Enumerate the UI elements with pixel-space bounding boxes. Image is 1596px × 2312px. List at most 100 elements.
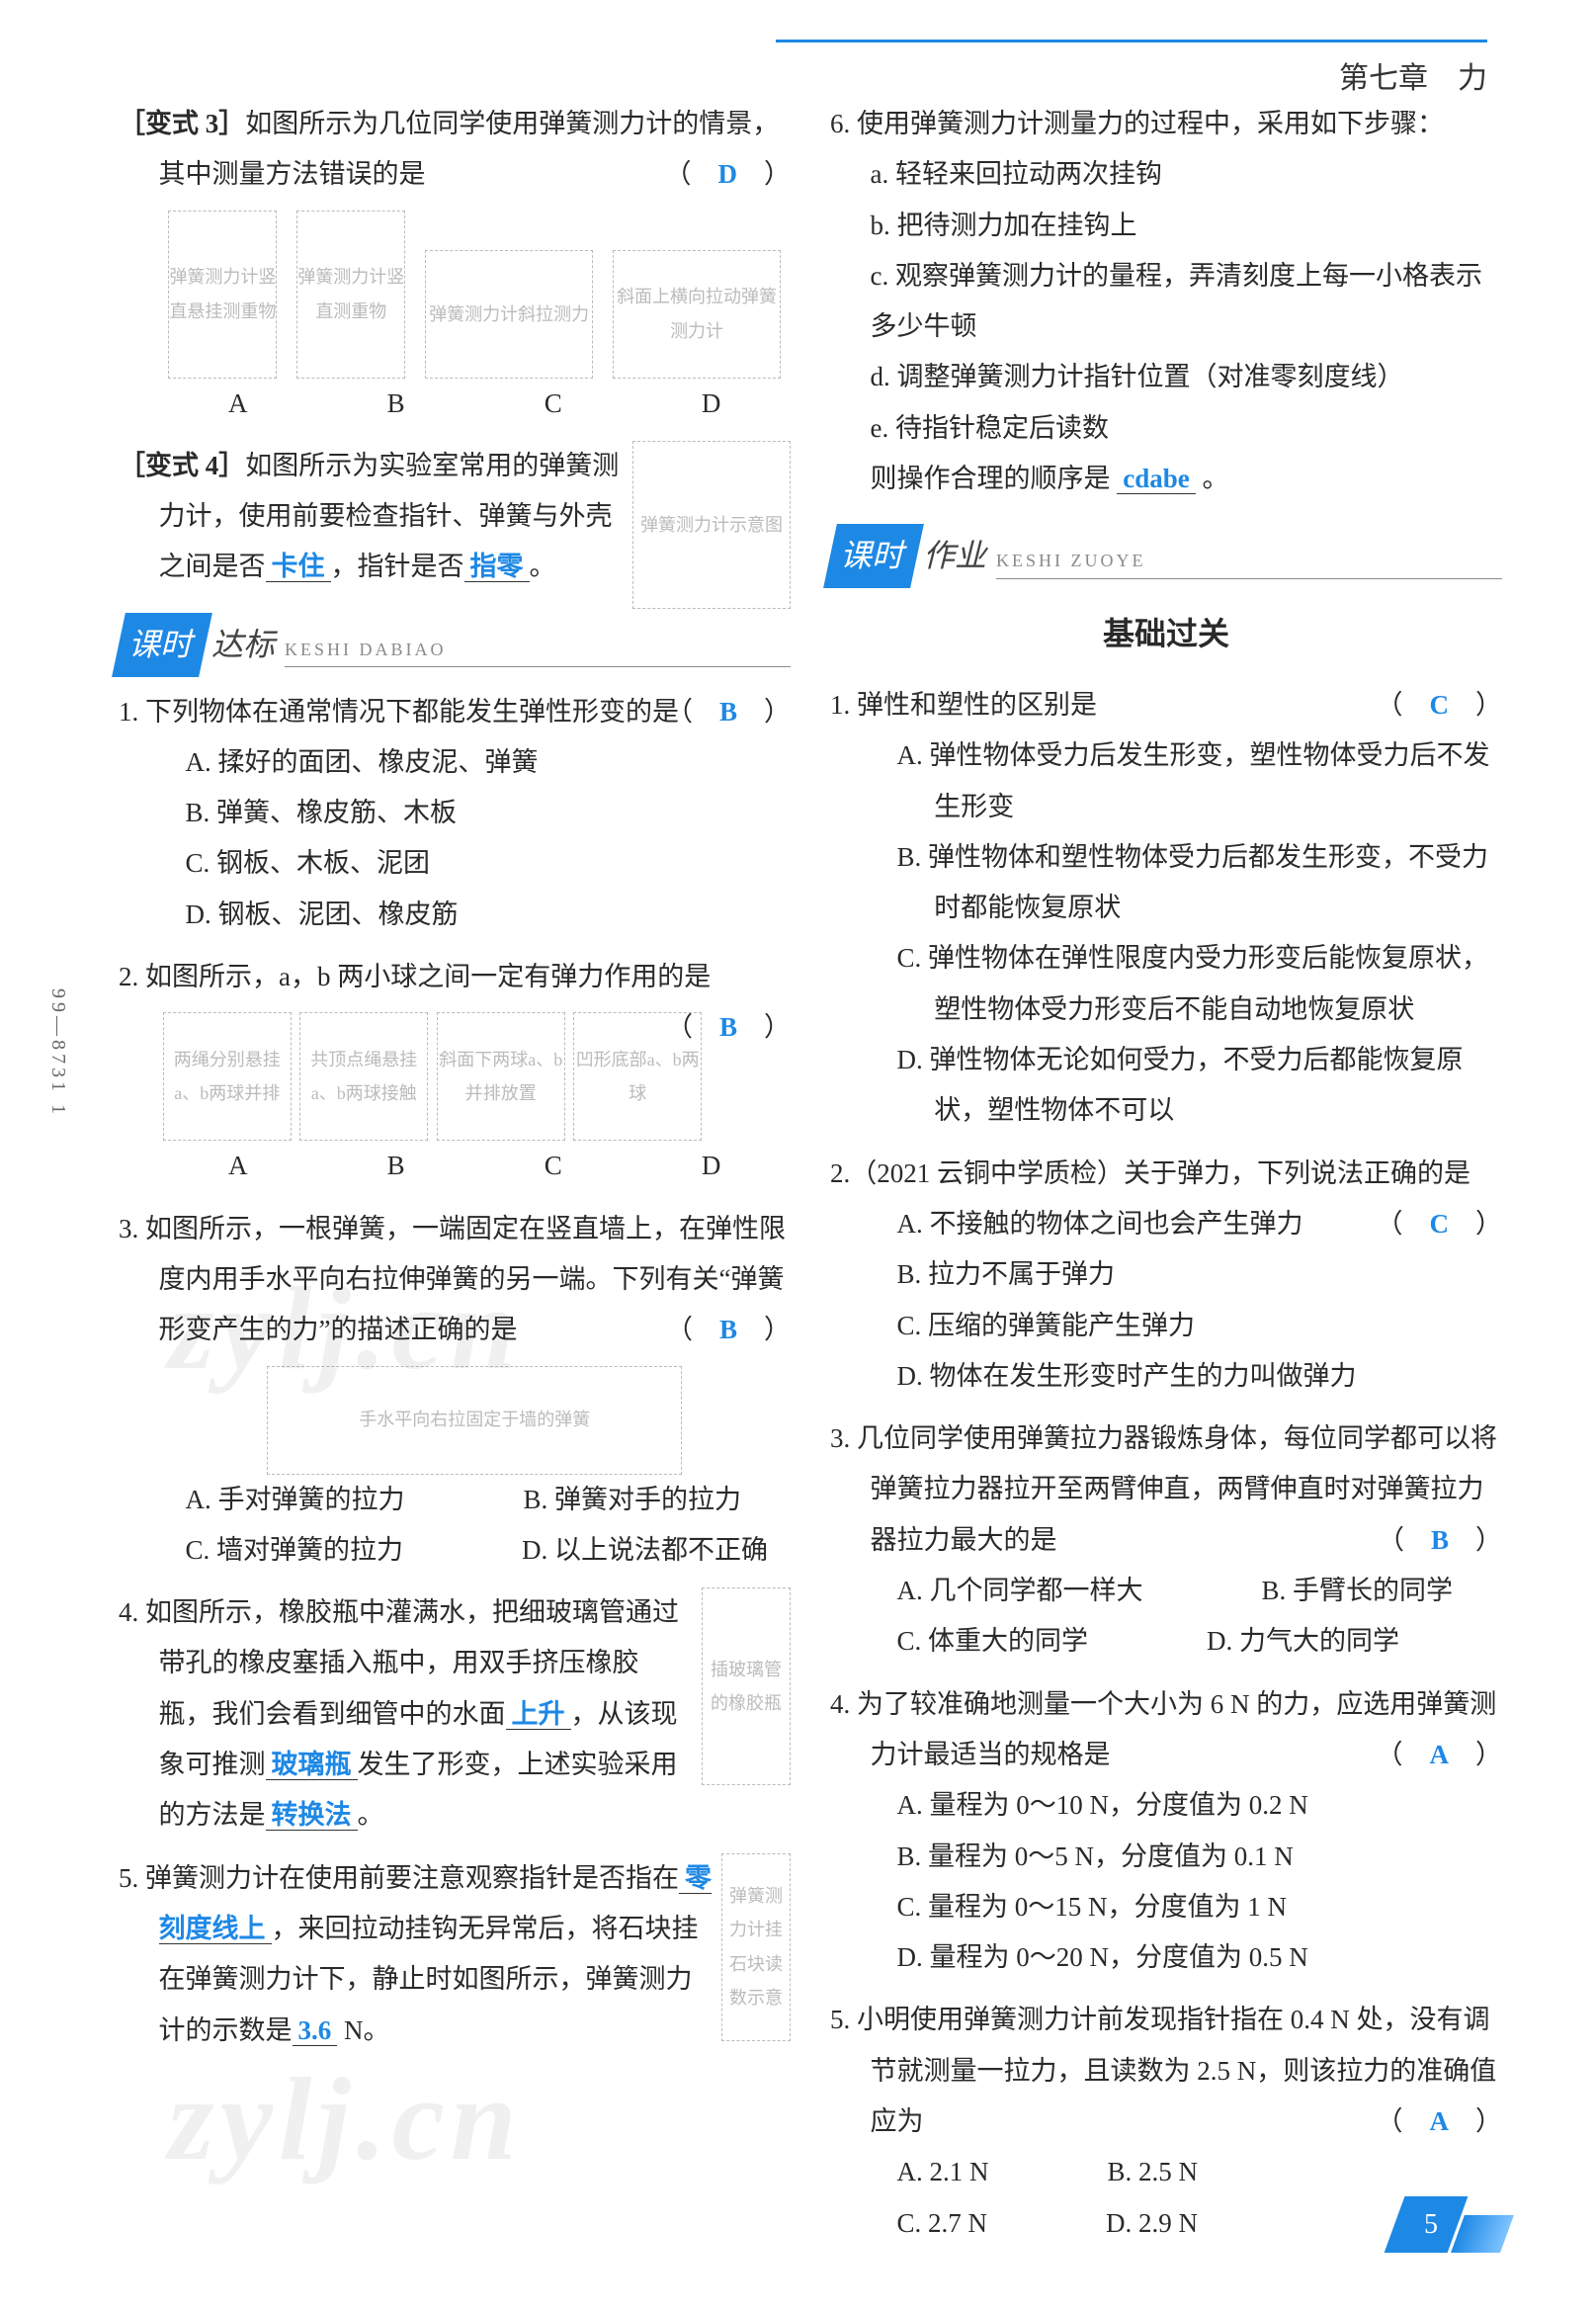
option-d: D. 量程为 0～20 N，分度值为 0.5 N bbox=[830, 1932, 1502, 1983]
step-d: d. 调整弹簧测力计指针位置（对准零刻度线） bbox=[830, 352, 1502, 402]
figure: 手水平向右拉固定于墙的弹簧 bbox=[267, 1366, 682, 1475]
q-text: 2. 如图所示，a，b 两小球之间一定有弹力作用的是 bbox=[119, 962, 711, 991]
banner-tag: 课时 bbox=[823, 524, 924, 588]
variant-4: 弹簧测力计示意图 ［变式 4］如图所示为实验室常用的弹簧测力计，使用前要检查指针… bbox=[119, 441, 791, 593]
figure: 插玻璃管的橡胶瓶 bbox=[702, 1587, 791, 1785]
chapter-header: 第七章 力 bbox=[776, 40, 1487, 107]
option-c: C. 体重大的同学 bbox=[897, 1616, 1089, 1667]
step-a: a. 轻轻来回拉动两次挂钩 bbox=[830, 149, 1502, 200]
answer: B bbox=[719, 697, 737, 727]
option-label: A bbox=[228, 1141, 248, 1191]
answer: B bbox=[719, 1012, 737, 1042]
dabiao-q4: 插玻璃管的橡胶瓶 4. 如图所示，橡胶瓶中灌满水，把细玻璃管通过带孔的橡皮塞插入… bbox=[119, 1587, 791, 1841]
option-b: B. 拉力不属于弹力 bbox=[830, 1249, 1502, 1300]
blank: 卡住 bbox=[266, 552, 331, 582]
answer: B bbox=[719, 1315, 737, 1344]
option-a: A. 2.1 N bbox=[897, 2147, 989, 2197]
option-c: C. 钢板、木板、泥团 bbox=[119, 838, 791, 889]
option-b: B. 弹簧、橡皮筋、木板 bbox=[119, 788, 791, 838]
zuoye-q3: 3. 几位同学使用弹簧拉力器锻炼身体，每位同学都可以将弹簧拉力器拉开至两臂伸直，… bbox=[830, 1413, 1502, 1667]
option-c: C. 压缩的弹簧能产生弹力 bbox=[830, 1301, 1502, 1351]
option-c: C. 墙对弹簧的拉力 bbox=[186, 1525, 404, 1576]
blank: 上升 bbox=[506, 1699, 571, 1730]
option-d: D. 以上说法都不正确 bbox=[522, 1525, 768, 1576]
answer: B bbox=[1431, 1525, 1449, 1555]
right-column: 6. 使用弹簧测力计测量力的过程中，采用如下步骤： a. 轻轻来回拉动两次挂钩 … bbox=[830, 99, 1502, 2261]
step-b: b. 把待测力加在挂钩上 bbox=[830, 201, 1502, 251]
answer: A bbox=[1430, 1740, 1450, 1769]
section-banner-zuoye: 课时 作业 KESHI ZUOYE bbox=[830, 524, 1502, 588]
side-margin-code: 99—8731 1 bbox=[40, 988, 77, 1118]
option-label: C bbox=[545, 1141, 562, 1191]
option-b: B. 2.5 N bbox=[1108, 2147, 1199, 2197]
answer: C bbox=[1430, 690, 1450, 720]
banner-pinyin: KESHI ZUOYE bbox=[996, 544, 1502, 578]
figure: 斜面上横向拉动弹簧测力计 bbox=[613, 250, 781, 379]
subsection-heading: 基础过关 bbox=[830, 604, 1502, 664]
option-d: D. 弹性物体无论如何受力，不受力后都能恢复原状，塑性物体不可以 bbox=[830, 1035, 1502, 1137]
blank: 转换法 bbox=[266, 1800, 358, 1831]
q-text: 。 bbox=[1203, 464, 1229, 493]
step-c: c. 观察弹簧测力计的量程，弄清刻度上每一小格表示多少牛顿 bbox=[830, 251, 1502, 353]
figure: 共顶点绳悬挂a、b两球接触 bbox=[299, 1012, 428, 1141]
option-label: D bbox=[702, 1141, 721, 1191]
figure: 凹形底部a、b两球 bbox=[573, 1012, 702, 1141]
q-text: 1. 下列物体在通常情况下都能发生弹性形变的是 bbox=[119, 697, 679, 727]
left-column: ［变式 3］如图所示为几位同学使用弹簧测力计的情景，其中测量方法错误的是 （ D… bbox=[119, 99, 791, 2261]
q-text: 。 bbox=[530, 552, 556, 581]
banner-subtitle: 作业 bbox=[923, 526, 986, 586]
option-d: D. 物体在发生形变时产生的力叫做弹力 bbox=[830, 1351, 1502, 1402]
dabiao-q5: 弹簧测力计挂石块读数示意 5. 弹簧测力计在使用前要注意观察指针是否指在零刻度线… bbox=[119, 1853, 791, 2056]
option-b: B. 弹性物体和塑性物体受力后都发生形变，不受力时都能恢复原状 bbox=[830, 832, 1502, 934]
zuoye-q4: 4. 为了较准确地测量一个大小为 6 N 的力，应选用弹簧测力计最适当的规格是 … bbox=[830, 1679, 1502, 1984]
zuoye-q2: 2.（2021 云铜中学质检）关于弹力，下列说法正确的是 （ C ） A. 不接… bbox=[830, 1149, 1502, 1402]
zuoye-q1: 1. 弹性和塑性的区别是 （ C ） A. 弹性物体受力后发生形变，塑性物体受力… bbox=[830, 680, 1502, 1137]
answer: C bbox=[1430, 1209, 1450, 1239]
option-d: D. 2.9 N bbox=[1106, 2198, 1198, 2249]
option-a: A. 揉好的面团、橡皮泥、弹簧 bbox=[119, 737, 791, 788]
blank: cdabe bbox=[1117, 464, 1196, 494]
option-b: B. 弹簧对手的拉力 bbox=[524, 1475, 742, 1525]
figure: 斜面下两球a、b并排放置 bbox=[437, 1012, 565, 1141]
dabiao-q3: 3. 如图所示，一根弹簧，一端固定在竖直墙上，在弹性限度内用手水平向右拉伸弹簧的… bbox=[119, 1204, 791, 1576]
right-q6: 6. 使用弹簧测力计测量力的过程中，采用如下步骤： a. 轻轻来回拉动两次挂钩 … bbox=[830, 99, 1502, 504]
banner-pinyin: KESHI DABIAO bbox=[285, 633, 791, 667]
q-text: 。 bbox=[358, 1800, 384, 1830]
figure: 弹簧测力计挂石块读数示意 bbox=[721, 1853, 791, 2041]
option-a: A. 手对弹簧的拉力 bbox=[186, 1475, 405, 1525]
answer: D bbox=[718, 159, 738, 189]
answer: A bbox=[1430, 2106, 1450, 2136]
option-label: B bbox=[387, 1141, 405, 1191]
q-text: 则操作合理的顺序是 bbox=[871, 464, 1111, 493]
variant-label: ［变式 3］ bbox=[119, 109, 245, 138]
section-banner-dabiao: 课时 达标 KESHI DABIAO bbox=[119, 613, 791, 677]
option-a: A. 几个同学都一样大 bbox=[897, 1566, 1143, 1616]
option-c: C. 弹性物体在弹性限度内受力形变后能恢复原状，塑性物体受力形变后不能自动地恢复… bbox=[830, 933, 1502, 1035]
banner-subtitle: 达标 bbox=[211, 615, 275, 675]
q-text: ，指针是否 bbox=[331, 552, 464, 581]
variant-label: ［变式 4］ bbox=[119, 451, 245, 480]
variant-3: ［变式 3］如图所示为几位同学使用弹簧测力计的情景，其中测量方法错误的是 （ D… bbox=[119, 99, 791, 429]
option-a: A. 弹性物体受力后发生形变，塑性物体受力后不发生形变 bbox=[830, 730, 1502, 832]
option-c: C. 量程为 0～15 N，分度值为 1 N bbox=[830, 1882, 1502, 1932]
figure: 弹簧测力计斜拉测力 bbox=[425, 250, 593, 379]
figure: 弹簧测力计示意图 bbox=[632, 441, 791, 609]
banner-tag: 课时 bbox=[112, 613, 212, 677]
option-b: B. 手臂长的同学 bbox=[1262, 1566, 1454, 1616]
figure: 两绳分别悬挂a、b两球并排 bbox=[163, 1012, 292, 1141]
option-label: A bbox=[228, 379, 248, 429]
option-a: A. 量程为 0～10 N，分度值为 0.2 N bbox=[830, 1780, 1502, 1831]
blank: 玻璃瓶 bbox=[266, 1750, 358, 1780]
q-text: 5. 弹簧测力计在使用前要注意观察指针是否指在 bbox=[119, 1863, 679, 1893]
step-e: e. 待指针稳定后读数 bbox=[830, 403, 1502, 454]
option-d: D. 力气大的同学 bbox=[1207, 1616, 1399, 1667]
option-b: B. 量程为 0～5 N，分度值为 0.1 N bbox=[830, 1832, 1502, 1882]
blank: 指零 bbox=[464, 552, 530, 582]
option-label: C bbox=[545, 379, 562, 429]
figure: 弹簧测力计竖直测重物 bbox=[296, 211, 405, 379]
option-label: D bbox=[702, 379, 721, 429]
blank: 3.6 bbox=[293, 2015, 338, 2046]
q-text: N。 bbox=[337, 2015, 389, 2045]
option-label: B bbox=[387, 379, 405, 429]
option-c: C. 2.7 N bbox=[897, 2198, 988, 2249]
